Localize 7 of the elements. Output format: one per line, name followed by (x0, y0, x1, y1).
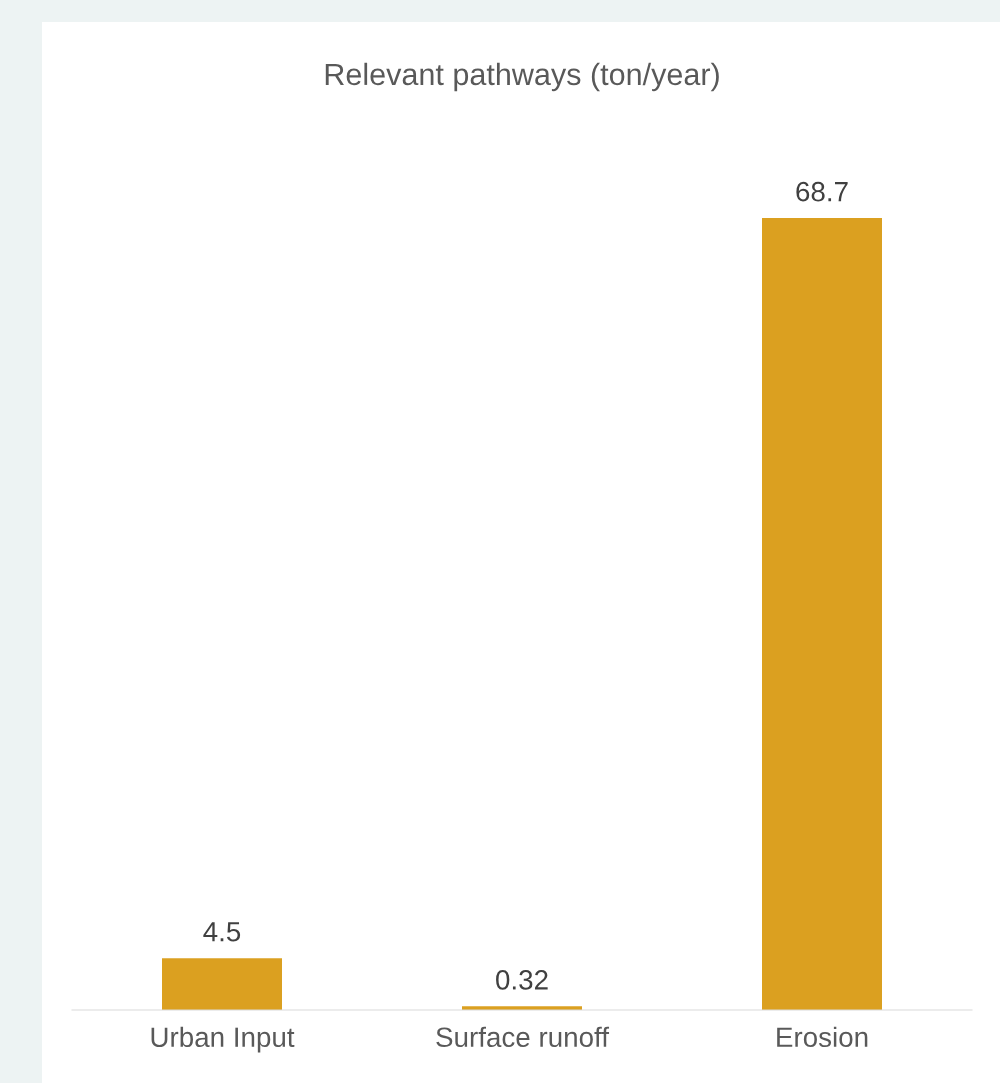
x-tick-label: Urban Input (151, 1026, 295, 1053)
x-tick-label: Surface runoff (436, 1026, 610, 1048)
data-label: 4.5 (203, 922, 241, 942)
x-tick-label: Erosion (777, 1026, 868, 1048)
data-label: 68.7 (796, 181, 848, 202)
chart-title: Relevant pathways (ton/year) (325, 62, 719, 92)
data-label: 0.32 (496, 970, 548, 990)
